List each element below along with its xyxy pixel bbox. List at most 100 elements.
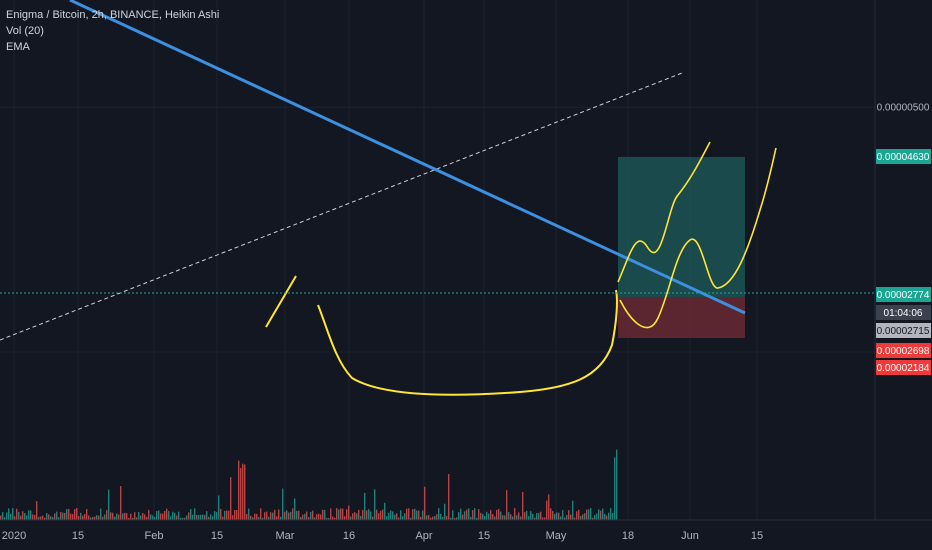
volume-bar <box>466 509 468 520</box>
volume-bar <box>224 510 226 520</box>
volume-bar <box>16 508 18 520</box>
volume-bar <box>20 515 22 520</box>
volume-bar <box>484 516 486 520</box>
volume-bar <box>518 512 520 520</box>
volume-bar <box>556 512 558 520</box>
volume-indicator-label[interactable]: Vol (20) <box>6 25 44 37</box>
volume-bar <box>178 511 180 520</box>
volume-bar <box>350 516 352 520</box>
volume-bar <box>12 508 14 520</box>
volume-bar <box>426 515 428 520</box>
volume-bar <box>170 516 172 520</box>
volume-bar <box>100 508 102 520</box>
volume-bar <box>106 510 108 520</box>
volume-bar <box>206 511 208 520</box>
volume-bar <box>276 516 278 520</box>
volume-bar <box>408 508 410 520</box>
time-tick-label: 2020 <box>2 530 26 542</box>
volume-bar <box>186 515 188 520</box>
volume-bar <box>62 512 64 520</box>
volume-bar <box>260 508 262 520</box>
ema-indicator-label[interactable]: EMA <box>6 41 30 53</box>
volume-bar <box>374 489 376 520</box>
volume-bar <box>372 516 374 520</box>
volume-bar <box>302 514 304 520</box>
volume-bar <box>204 515 206 520</box>
volume-bar <box>370 511 372 520</box>
volume-bar <box>470 516 472 520</box>
volume-bar <box>328 517 330 520</box>
volume-bar <box>522 491 524 520</box>
volume-bar <box>272 512 274 520</box>
volume-bar <box>454 517 456 520</box>
volume-bar <box>318 513 320 520</box>
volume-bar <box>330 508 332 520</box>
volume-bar <box>146 516 148 520</box>
volume-bar <box>136 517 138 520</box>
volume-bar <box>296 510 298 520</box>
volume-bar <box>312 510 314 520</box>
volume-bar <box>394 514 396 520</box>
volume-bar <box>98 515 100 520</box>
volume-bar <box>110 512 112 520</box>
volume-bar <box>36 501 38 520</box>
volume-bar <box>580 515 582 520</box>
volume-bar <box>348 505 350 520</box>
volume-bar <box>188 512 190 520</box>
time-tick-label: May <box>546 530 567 542</box>
volume-bar <box>54 513 56 520</box>
volume-bar <box>358 509 360 520</box>
price-tick-label: 0.00000500 <box>877 103 930 114</box>
time-axis[interactable]: 2020 15 Feb 15 Mar 16 Apr 15 May 18 Jun 15 <box>0 519 932 550</box>
volume-bar <box>452 510 454 520</box>
target-price-label: 0.00004630 <box>877 152 930 163</box>
volume-bar <box>84 514 86 520</box>
volume-bar <box>4 517 6 520</box>
volume-bar <box>216 512 218 520</box>
volume-bar <box>118 514 120 520</box>
volume-bar <box>180 517 182 520</box>
volume-bar <box>396 513 398 520</box>
symbol-title[interactable]: Enigma / Bitcoin, 2h, BINANCE, Heikin As… <box>6 9 220 21</box>
volume-bar <box>166 508 168 520</box>
volume-bar <box>488 513 490 520</box>
volume-bar <box>412 509 414 520</box>
ema-price-badge <box>876 323 931 338</box>
volume-bar <box>332 516 334 520</box>
volume-bar <box>564 517 566 520</box>
volume-bar <box>546 500 548 520</box>
volume-bar <box>524 512 526 520</box>
volume-bar <box>406 508 408 520</box>
volume-bar <box>32 514 34 520</box>
volume-bar <box>542 517 544 520</box>
volume-bar <box>256 513 258 520</box>
volume-bar <box>130 513 132 520</box>
volume-bar <box>562 510 564 520</box>
volume-bar <box>274 509 276 520</box>
time-tick-label: 15 <box>211 530 223 542</box>
volume-bar <box>540 511 542 520</box>
volume-bar <box>472 510 474 520</box>
volume-bar <box>404 513 406 520</box>
volume-bar <box>292 508 294 520</box>
volume-bar <box>476 517 478 520</box>
volume-bar <box>510 514 512 520</box>
volume-bar <box>532 513 534 520</box>
volume-bar <box>322 509 324 520</box>
volume-bar <box>156 511 158 520</box>
volume-bar <box>92 516 94 520</box>
price-axis-background <box>875 0 932 520</box>
volume-bar <box>198 514 200 520</box>
volume-bar <box>316 514 318 520</box>
volume-bar <box>304 513 306 520</box>
time-axis-background <box>0 520 932 550</box>
volume-bar <box>104 514 106 520</box>
time-tick-label: 15 <box>72 530 84 542</box>
cup-curve <box>317 289 618 396</box>
volume-bar <box>478 509 480 520</box>
volume-bar <box>112 512 114 520</box>
price-axis[interactable]: 0.000065000.000060000.000055000.00005000… <box>874 0 932 520</box>
volume-bar <box>208 516 210 520</box>
volume-bar <box>456 517 458 520</box>
